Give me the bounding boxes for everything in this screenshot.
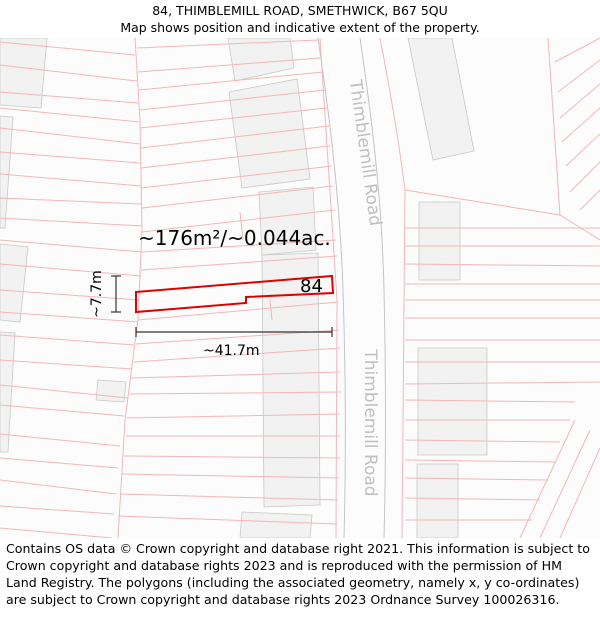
road-label-south: Thimblemill Road (360, 349, 380, 497)
map-canvas[interactable]: ~176m²/~0.044ac. 84 ~41.7m ~7.7m Thimble… (0, 38, 600, 538)
map-subtitle: Map shows position and indicative extent… (120, 20, 480, 35)
thimblemill-road (317, 38, 386, 538)
copyright-attribution: Contains OS data © Crown copyright and d… (6, 541, 590, 607)
height-dimension (111, 275, 121, 313)
width-label: ~41.7m (203, 343, 260, 359)
area-label: ~176m²/~0.044ac. (138, 226, 331, 250)
house-number-label: 84 (300, 276, 323, 297)
property-outline (135, 274, 335, 314)
parcel-boundaries (0, 38, 600, 538)
buildings (0, 38, 488, 538)
property-address: 84, THIMBLEMILL ROAD, SMETHWICK, B67 5QU (152, 3, 448, 18)
height-label: ~7.7m (89, 270, 105, 318)
map-header: 84, THIMBLEMILL ROAD, SMETHWICK, B67 5QU… (0, 0, 600, 40)
width-dimension (135, 327, 333, 337)
